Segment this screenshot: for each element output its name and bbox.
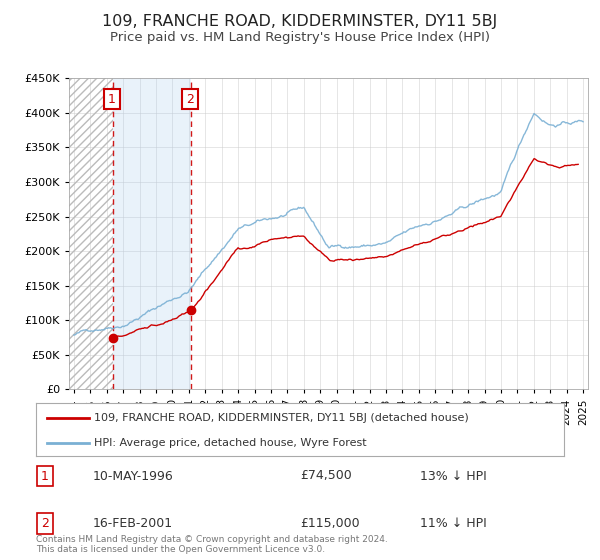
Text: 2: 2: [186, 92, 194, 106]
Text: This data is licensed under the Open Government Licence v3.0.: This data is licensed under the Open Gov…: [36, 545, 325, 554]
Text: 1: 1: [41, 469, 49, 483]
Text: 109, FRANCHE ROAD, KIDDERMINSTER, DY11 5BJ: 109, FRANCHE ROAD, KIDDERMINSTER, DY11 5…: [103, 14, 497, 29]
Text: 13% ↓ HPI: 13% ↓ HPI: [420, 469, 487, 483]
Text: 11% ↓ HPI: 11% ↓ HPI: [420, 517, 487, 530]
Text: 16-FEB-2001: 16-FEB-2001: [93, 517, 173, 530]
Bar: [69, 78, 113, 389]
Text: 2: 2: [41, 517, 49, 530]
Text: 109, FRANCHE ROAD, KIDDERMINSTER, DY11 5BJ (detached house): 109, FRANCHE ROAD, KIDDERMINSTER, DY11 5…: [94, 413, 469, 423]
Bar: [113, 78, 191, 389]
Text: Contains HM Land Registry data © Crown copyright and database right 2024.: Contains HM Land Registry data © Crown c…: [36, 535, 388, 544]
Text: £74,500: £74,500: [300, 469, 352, 483]
Text: Price paid vs. HM Land Registry's House Price Index (HPI): Price paid vs. HM Land Registry's House …: [110, 31, 490, 44]
Text: HPI: Average price, detached house, Wyre Forest: HPI: Average price, detached house, Wyre…: [94, 438, 367, 448]
Text: £115,000: £115,000: [300, 517, 359, 530]
Text: 10-MAY-1996: 10-MAY-1996: [93, 469, 174, 483]
Text: 1: 1: [108, 92, 116, 106]
